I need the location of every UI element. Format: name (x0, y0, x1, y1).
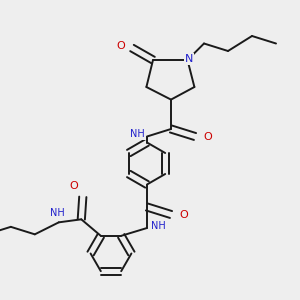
Text: NH: NH (50, 208, 65, 218)
Text: O: O (116, 40, 125, 51)
Text: N: N (185, 54, 193, 64)
Text: O: O (69, 181, 78, 191)
Text: O: O (203, 131, 212, 142)
Text: NH: NH (130, 129, 145, 139)
Text: NH: NH (151, 220, 166, 231)
Text: O: O (179, 209, 188, 220)
